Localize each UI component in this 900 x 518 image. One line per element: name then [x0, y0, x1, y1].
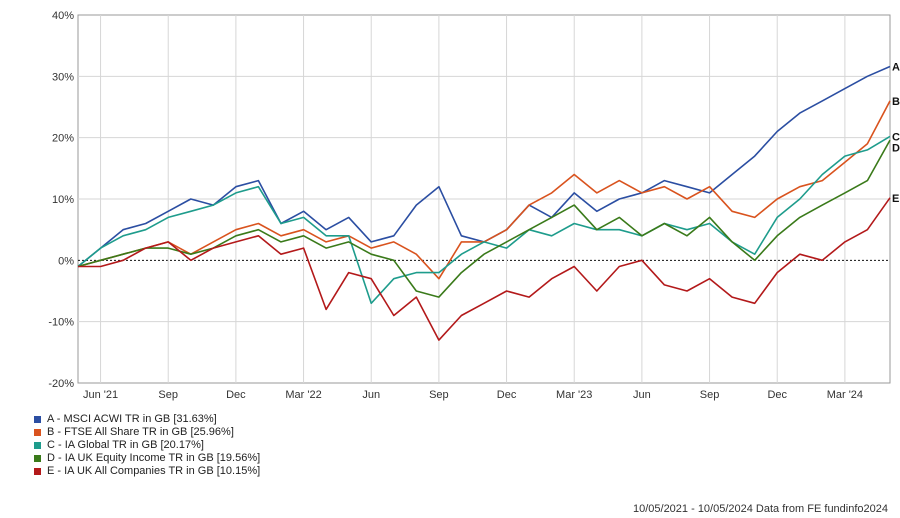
y-tick-label: 30%	[52, 71, 74, 83]
legend-item-c: C - IA Global TR in GB [20.17%]	[34, 439, 260, 452]
x-tick-label: Jun '21	[83, 389, 118, 401]
series-line-d	[77, 139, 891, 298]
y-tick-label: 40%	[52, 10, 74, 22]
x-tick-label: Jun	[362, 389, 380, 401]
x-tick-label: Dec	[497, 389, 517, 401]
legend-swatch-e	[34, 468, 41, 475]
x-tick-label: Mar '22	[285, 389, 321, 401]
legend-label-e: E - IA UK All Companies TR in GB [10.15%…	[47, 465, 261, 477]
y-tick-label: 0%	[58, 255, 74, 267]
footer-source: 10/05/2021 - 10/05/2024 Data from FE fun…	[632, 503, 888, 515]
series-line-c	[77, 135, 891, 305]
y-tick-label: -20%	[48, 378, 74, 390]
series-line-a	[77, 65, 891, 268]
x-tick-label: Mar '24	[827, 389, 863, 401]
x-axis: Jun '21 Sep Dec Mar '22 Jun Sep Dec Mar '23 Jun S…	[83, 389, 863, 401]
x-tick-label: Sep	[429, 389, 449, 401]
legend-swatch-a	[34, 416, 41, 423]
performance-chart: 40% 30% 20% 10% 0% -10% -20% Jun '21 Sep Dec Mar …	[48, 10, 900, 401]
x-tick-label: Dec	[767, 389, 787, 401]
series-line-e	[78, 197, 891, 341]
legend-label-b: B - FTSE All Share TR in GB [25.96%]	[47, 426, 234, 438]
legend-item-b: B - FTSE All Share TR in GB [25.96%]	[34, 426, 260, 439]
legend-swatch-b	[34, 429, 41, 436]
grid	[77, 14, 891, 384]
y-tick-label: 20%	[52, 133, 74, 145]
x-tick-label: Jun	[633, 389, 651, 401]
end-label-c: C	[892, 131, 900, 143]
legend-label-c: C - IA Global TR in GB [20.17%]	[47, 439, 204, 451]
legend-label-d: D - IA UK Equity Income TR in GB [19.56%…	[47, 452, 261, 464]
legend-swatch-c	[34, 442, 41, 449]
legend: A - MSCI ACWI TR in GB [31.63%] B - FTSE…	[34, 413, 260, 478]
end-labels: A B CD E	[892, 62, 900, 205]
end-label-b: B	[892, 96, 900, 108]
end-label-a: A	[892, 62, 900, 74]
x-tick-label: Mar '23	[556, 389, 592, 401]
x-tick-label: Sep	[158, 389, 178, 401]
x-tick-label: Dec	[226, 389, 246, 401]
legend-swatch-d	[34, 455, 41, 462]
series-lines	[77, 65, 891, 341]
y-axis: 40% 30% 20% 10% 0% -10% -20%	[48, 10, 74, 390]
legend-item-a: A - MSCI ACWI TR in GB [31.63%]	[34, 413, 260, 426]
end-label-e: E	[892, 193, 899, 205]
y-tick-label: -10%	[48, 317, 74, 329]
end-label-d: D	[892, 142, 900, 154]
legend-label-a: A - MSCI ACWI TR in GB [31.63%]	[47, 413, 217, 425]
legend-item-e: E - IA UK All Companies TR in GB [10.15%…	[34, 465, 260, 478]
legend-item-d: D - IA UK Equity Income TR in GB [19.56%…	[34, 452, 260, 465]
x-tick-label: Sep	[700, 389, 720, 401]
y-tick-label: 10%	[52, 194, 74, 206]
